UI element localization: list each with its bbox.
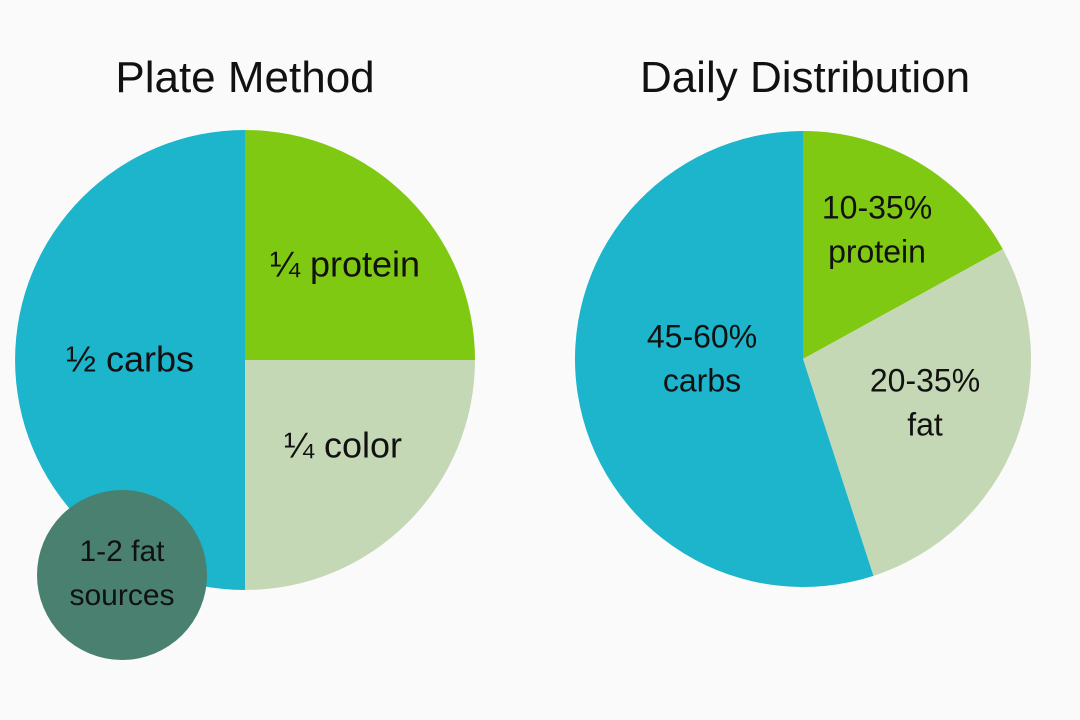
pie1-label-color: ¼ color bbox=[284, 425, 402, 466]
pie2-slice-protein bbox=[803, 131, 1003, 359]
pie1-slice-color bbox=[245, 360, 475, 590]
pie1-label-carbs: ½ carbs bbox=[66, 339, 194, 380]
fat-sources-label: 1-2 fat sources bbox=[69, 535, 174, 612]
pie2-label-carbs: 45-60% carbs bbox=[647, 318, 757, 398]
pie2-slice-fat bbox=[803, 249, 1031, 576]
fat-sources-label-line: sources bbox=[69, 579, 174, 612]
pie1-label-carbs-line: ½ carbs bbox=[66, 339, 194, 380]
pie2-label-fat-line: fat bbox=[907, 406, 943, 442]
pie2-label-carbs-line: 45-60% bbox=[647, 318, 757, 354]
plate-method-title: Plate Method bbox=[115, 53, 375, 102]
pie2-label-carbs-line: carbs bbox=[663, 362, 741, 398]
pie1-label-protein-line: ¼ protein bbox=[270, 244, 420, 285]
daily-distribution-title: Daily Distribution bbox=[639, 53, 971, 102]
pie2-label-fat: 20-35% fat bbox=[870, 362, 980, 442]
pie2-label-protein: 10-35% protein bbox=[822, 189, 932, 269]
pie2-label-protein-line: protein bbox=[828, 233, 926, 269]
pie1-slice-protein bbox=[245, 130, 475, 360]
pie2-label-fat-line: 20-35% bbox=[870, 362, 980, 398]
pie2-slice-carbs bbox=[575, 130, 874, 587]
fat-sources-label-line: 1-2 fat bbox=[79, 535, 165, 568]
fat-sources-circle bbox=[37, 490, 207, 660]
pie1-label-protein: ¼ protein bbox=[270, 244, 420, 285]
pie1-label-color-line: ¼ color bbox=[284, 425, 402, 466]
pie2-label-protein-line: 10-35% bbox=[822, 189, 932, 225]
pie1-slice-carbs bbox=[15, 130, 245, 590]
